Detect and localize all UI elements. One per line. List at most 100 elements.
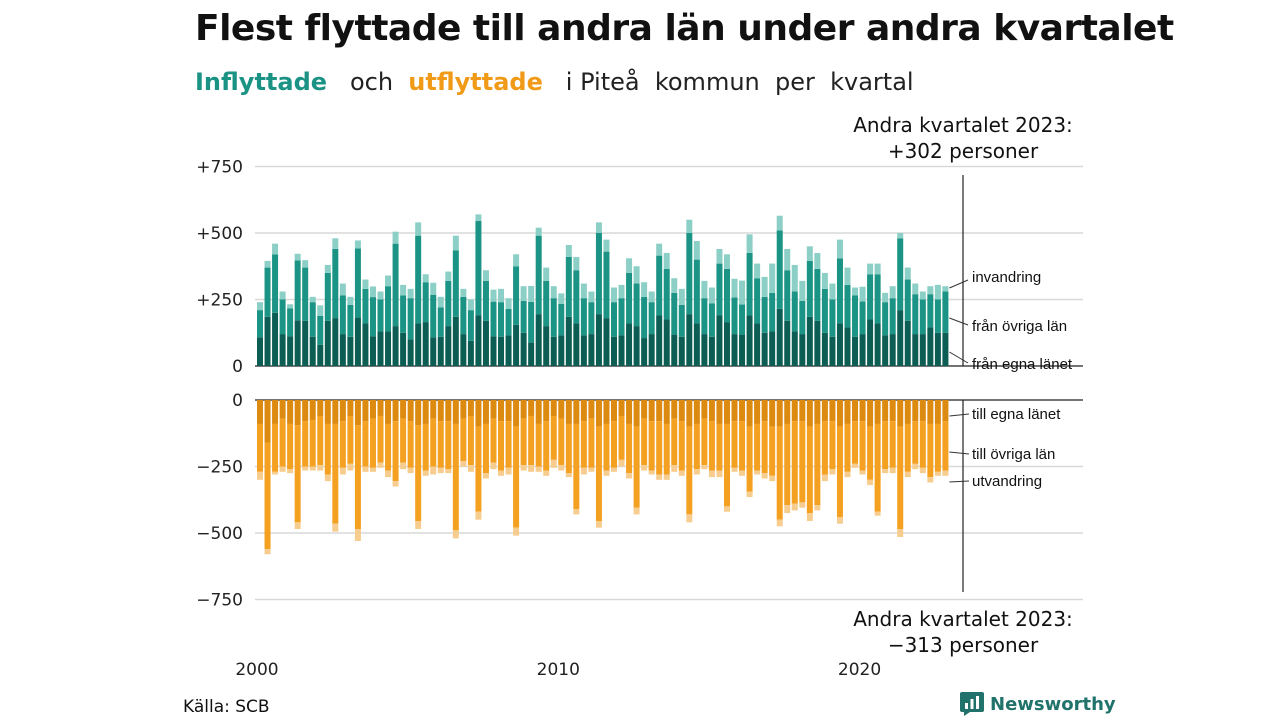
bar-out-utvandring bbox=[354, 529, 361, 541]
bar-in-ovriga-lan bbox=[829, 299, 836, 337]
bar-out-utvandring bbox=[520, 465, 527, 471]
y-tick-label: −500 bbox=[196, 524, 243, 544]
bar-out-egna-lanet bbox=[460, 400, 467, 419]
bar-out-ovriga-lan bbox=[927, 423, 934, 478]
bar-in-egna-lanet bbox=[754, 323, 761, 366]
bar-out-ovriga-lan bbox=[904, 423, 911, 472]
bar-in-egna-lanet bbox=[452, 316, 459, 366]
bar-out-utvandring bbox=[272, 471, 279, 475]
bar-out-ovriga-lan bbox=[799, 421, 806, 503]
bar-out-egna-lanet bbox=[686, 400, 693, 427]
bar-out-utvandring bbox=[550, 459, 557, 468]
bar-in-ovriga-lan bbox=[656, 255, 663, 316]
bar-in-ovriga-lan bbox=[889, 298, 896, 335]
bar-in-invandring bbox=[678, 288, 685, 305]
bar-out-ovriga-lan bbox=[784, 423, 791, 506]
bar-in-egna-lanet bbox=[347, 336, 354, 366]
bar-in-egna-lanet bbox=[482, 320, 489, 366]
bar-in-egna-lanet bbox=[934, 332, 941, 366]
bar-in-egna-lanet bbox=[836, 323, 843, 366]
bar-in-egna-lanet bbox=[859, 334, 866, 366]
bar-in-ovriga-lan bbox=[611, 302, 618, 337]
bar-out-egna-lanet bbox=[852, 400, 859, 422]
chart-subtitle: Inflyttade och utflyttade i Piteå kommun… bbox=[195, 68, 914, 96]
in-label-leader bbox=[949, 351, 969, 364]
bar-out-utvandring bbox=[467, 465, 474, 472]
bar-out-ovriga-lan bbox=[302, 421, 309, 467]
bar-in-invandring bbox=[754, 263, 761, 279]
bar-out-egna-lanet bbox=[897, 400, 904, 427]
bar-out-egna-lanet bbox=[377, 400, 384, 416]
bar-in-ovriga-lan bbox=[543, 280, 550, 327]
bar-in-invandring bbox=[708, 287, 715, 304]
bar-out-ovriga-lan bbox=[317, 415, 324, 466]
bar-in-ovriga-lan bbox=[663, 268, 670, 320]
bar-in-egna-lanet bbox=[415, 323, 422, 366]
bar-out-egna-lanet bbox=[339, 400, 346, 422]
bar-out-ovriga-lan bbox=[309, 419, 316, 467]
bar-in-egna-lanet bbox=[264, 316, 271, 366]
subtitle-out-label: utflyttade bbox=[408, 68, 543, 96]
bar-in-egna-lanet bbox=[407, 339, 414, 366]
bar-in-egna-lanet bbox=[799, 334, 806, 366]
bar-in-invandring bbox=[686, 219, 693, 233]
bar-out-egna-lanet bbox=[889, 400, 896, 422]
bar-in-egna-lanet bbox=[874, 323, 881, 366]
newsworthy-logo[interactable]: Newsworthy bbox=[960, 692, 1116, 716]
bar-in-egna-lanet bbox=[520, 332, 527, 366]
out-label-leader bbox=[949, 480, 970, 483]
bar-in-ovriga-lan bbox=[588, 302, 595, 335]
bar-in-invandring bbox=[663, 252, 670, 269]
bar-in-egna-lanet bbox=[339, 334, 346, 366]
bar-in-egna-lanet bbox=[369, 336, 376, 366]
bar-out-egna-lanet bbox=[603, 400, 610, 424]
bar-in-ovriga-lan bbox=[678, 304, 685, 337]
bar-in-egna-lanet bbox=[294, 320, 301, 366]
bar-out-egna-lanet bbox=[663, 400, 670, 424]
bar-out-egna-lanet bbox=[656, 400, 663, 422]
bar-in-invandring bbox=[889, 286, 896, 299]
bar-in-ovriga-lan bbox=[317, 315, 324, 345]
bar-in-egna-lanet bbox=[626, 323, 633, 366]
bar-in-ovriga-lan bbox=[573, 270, 580, 324]
bar-in-ovriga-lan bbox=[332, 248, 339, 319]
bar-out-utvandring bbox=[859, 470, 866, 475]
bar-out-ovriga-lan bbox=[874, 423, 881, 512]
bar-in-ovriga-lan bbox=[942, 291, 949, 333]
bar-out-egna-lanet bbox=[565, 400, 572, 424]
bar-in-invandring bbox=[912, 283, 919, 295]
bar-in-ovriga-lan bbox=[701, 298, 708, 335]
bar-in-ovriga-lan bbox=[844, 284, 851, 328]
bar-in-ovriga-lan bbox=[776, 230, 783, 309]
bar-out-egna-lanet bbox=[776, 400, 783, 427]
bar-out-ovriga-lan bbox=[437, 421, 444, 468]
bar-out-utvandring bbox=[528, 465, 535, 472]
bar-out-ovriga-lan bbox=[339, 421, 346, 468]
bar-out-utvandring bbox=[852, 463, 859, 468]
bar-in-ovriga-lan bbox=[324, 272, 331, 321]
bar-in-invandring bbox=[430, 282, 437, 295]
bar-out-egna-lanet bbox=[294, 400, 301, 426]
bar-out-utvandring bbox=[543, 470, 550, 476]
bar-out-utvandring bbox=[716, 470, 723, 478]
bar-in-invandring bbox=[746, 234, 753, 253]
bar-out-egna-lanet bbox=[693, 400, 700, 424]
bar-out-utvandring bbox=[701, 465, 708, 470]
bar-out-ovriga-lan bbox=[347, 415, 354, 464]
bar-out-utvandring bbox=[761, 473, 768, 479]
bar-in-ovriga-lan bbox=[339, 295, 346, 335]
bar-out-ovriga-lan bbox=[611, 421, 618, 468]
bar-in-egna-lanet bbox=[761, 332, 768, 366]
bar-in-invandring bbox=[279, 291, 286, 300]
bar-in-egna-lanet bbox=[422, 322, 429, 366]
bar-out-egna-lanet bbox=[467, 400, 474, 416]
bar-out-ovriga-lan bbox=[445, 421, 452, 470]
bar-in-invandring bbox=[520, 286, 527, 301]
y-tick-label: +750 bbox=[196, 158, 243, 178]
bar-out-egna-lanet bbox=[633, 400, 640, 427]
bar-in-invandring bbox=[919, 291, 926, 300]
y-tick-label: +500 bbox=[196, 224, 243, 244]
bar-in-egna-lanet bbox=[701, 334, 708, 366]
bar-in-ovriga-lan bbox=[784, 270, 791, 321]
